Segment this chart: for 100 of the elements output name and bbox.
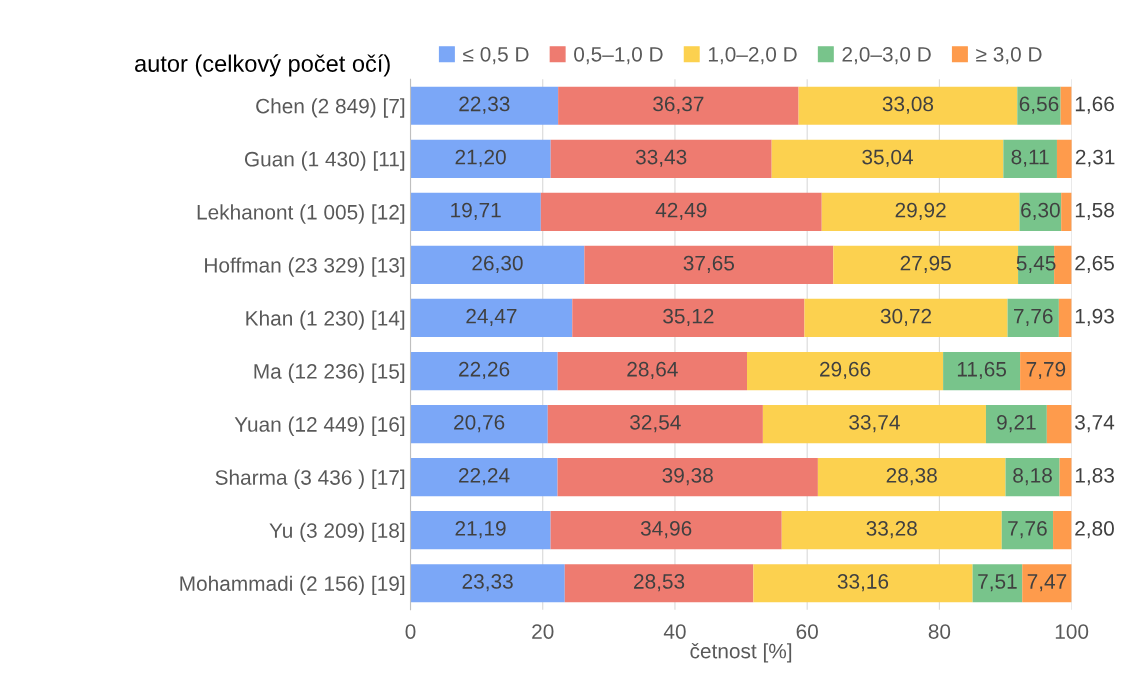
bar (762, 404, 986, 444)
bar (817, 458, 1006, 497)
data-label: 29,66 (820, 361, 871, 380)
bar (410, 564, 565, 603)
data-label: 7,76 (1008, 521, 1047, 539)
bar (410, 458, 558, 497)
data-label: 21,19 (455, 521, 506, 539)
bar (1054, 245, 1072, 285)
data-label: 7,51 (978, 574, 1017, 592)
data-label: 29,92 (895, 202, 946, 220)
data-label: 20,76 (454, 414, 505, 433)
bar (410, 351, 558, 391)
data-label: 3,74 (1075, 414, 1115, 433)
data-label: 34,96 (640, 521, 692, 539)
bar (410, 511, 551, 550)
bar (558, 86, 799, 125)
data-label: 22,33 (459, 96, 510, 114)
data-label: 9,21 (997, 414, 1036, 433)
x-tick-label: 80 (928, 624, 951, 639)
data-label: 2,31 (1075, 149, 1115, 167)
bar (547, 404, 763, 444)
data-label: 2,80 (1075, 521, 1114, 539)
data-label: 28,64 (627, 361, 678, 380)
y-tick-label: Mohammadi (2 156) [19] (180, 575, 405, 596)
data-label: 1,66 (1075, 96, 1114, 114)
y-tick-label: Lekhanont (1 005) [12] (197, 204, 405, 224)
x-tick-label: 0 (405, 624, 416, 639)
bar (410, 192, 541, 231)
x-axis-title: četnost [%] (690, 643, 792, 663)
bar (550, 139, 772, 178)
x-tick-label: 100 (1055, 624, 1089, 639)
bar (821, 192, 1020, 231)
bar (410, 86, 559, 125)
y-axis-title: autor (celkový počet očí) (135, 54, 390, 77)
y-tick-label: Guan (1 430) [11] (244, 151, 405, 171)
data-label: 7,47 (1027, 574, 1067, 592)
bar (781, 511, 1002, 550)
data-label: 32,54 (630, 414, 681, 433)
data-label: 11,65 (957, 361, 1007, 380)
legend-label: 2,0–3,0 D (842, 46, 931, 65)
bar (1046, 404, 1072, 444)
bar (1007, 298, 1059, 338)
bar (1005, 458, 1060, 497)
bar (564, 564, 754, 603)
data-label: 7,76 (1014, 308, 1053, 327)
data-label: 36,37 (653, 96, 704, 114)
data-label: 1,58 (1075, 202, 1114, 220)
bar (1003, 139, 1057, 178)
legend-label: ≤ 0,5 D (463, 46, 529, 65)
data-label: 33,08 (882, 96, 934, 114)
legend-label: 0,5–1,0 D (574, 46, 663, 65)
y-tick-label: Hoffman (23 329) [13] (205, 257, 405, 277)
data-label: 33,16 (837, 574, 889, 592)
data-label: 42,49 (655, 202, 707, 220)
data-label: 22,24 (459, 467, 510, 486)
data-label: 2,65 (1075, 255, 1114, 273)
bar (1058, 298, 1072, 338)
bar (1017, 86, 1061, 125)
data-label: 33,28 (866, 521, 917, 539)
data-label: 24,47 (466, 308, 517, 327)
y-tick-label: Yu (3 209) [18] (269, 522, 405, 543)
y-tick-label: Khan (1 230) [14] (246, 310, 405, 330)
bar (753, 564, 973, 603)
bar (1056, 139, 1072, 178)
bar (1059, 458, 1072, 497)
data-label: 27,95 (900, 255, 951, 273)
bar (410, 245, 585, 285)
data-label: 7,79 (1026, 361, 1066, 380)
bar (804, 298, 1008, 338)
data-label: 19,71 (451, 202, 501, 220)
data-label: 6,56 (1019, 96, 1059, 114)
y-tick-label: Sharma (3 436 ) [17] (215, 469, 405, 489)
x-tick-label: 20 (532, 624, 554, 639)
data-label: 8,18 (1013, 467, 1052, 486)
bar (1061, 192, 1072, 231)
bar (798, 86, 1018, 125)
data-label: 33,43 (635, 149, 687, 167)
legend-label: ≥ 3,0 D (976, 46, 1042, 65)
data-label: 28,53 (634, 574, 685, 592)
bar (410, 404, 548, 444)
bar (557, 458, 818, 497)
y-tick-label: Ma (12 236) [15] (254, 363, 405, 383)
legend-label: 1,0–2,0 D (708, 46, 797, 65)
bar (943, 351, 1021, 391)
data-label: 35,12 (663, 308, 714, 327)
bar (1053, 511, 1072, 550)
bar (1022, 564, 1072, 603)
data-label: 1,93 (1075, 308, 1114, 327)
bar (1001, 511, 1054, 550)
bar (747, 351, 944, 391)
bar (410, 298, 573, 338)
bar (572, 298, 805, 338)
data-label: 8,11 (1011, 149, 1049, 167)
data-label: 26,30 (472, 255, 523, 273)
data-label: 28,38 (886, 467, 937, 486)
bar (557, 351, 748, 391)
bar (1060, 86, 1072, 125)
x-tick-label: 60 (796, 624, 818, 639)
y-tick-label: Chen (2 849) [7] (256, 98, 405, 118)
data-label: 33,74 (849, 414, 900, 433)
